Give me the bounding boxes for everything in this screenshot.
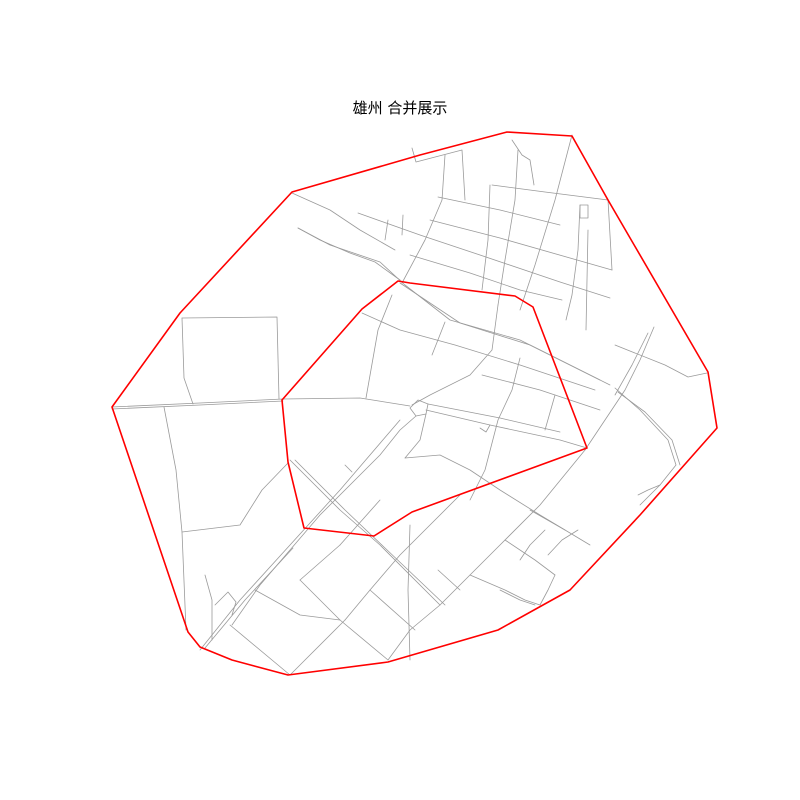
boundary-layer [111,131,718,676]
road-segment [411,304,499,406]
road-segment [181,316,280,400]
road-segment [254,589,389,661]
road-segment [399,282,611,386]
road-segment [437,196,561,226]
road-segment [384,219,389,241]
map-title: 雄州 合并展示 [352,99,448,117]
road-segment [407,524,411,661]
road-segment [181,317,194,405]
road-segment [204,574,213,641]
road-segment [497,149,519,306]
road-segment [511,139,535,186]
road-segment [544,394,556,431]
road-segment [614,344,708,378]
road-segment [499,589,536,606]
road-segment [344,494,461,621]
road-segment [519,529,546,561]
road-segment [357,212,611,299]
road-segment [539,574,556,606]
road-segment [469,574,541,606]
road-segment [365,294,393,399]
road-segment [344,464,353,473]
road-segment [547,529,579,556]
road-segment [339,499,381,546]
road-segment [404,454,566,531]
road-segment [289,619,346,676]
inner-boundary [281,280,588,537]
road-segment [427,403,561,433]
road-segment [614,332,649,396]
road-segment [163,406,187,631]
road-segment [431,321,446,356]
road-segment [411,147,466,201]
road-segment [437,569,461,591]
road-segment [369,589,416,631]
road-segment [299,544,341,581]
road-segment [409,254,563,301]
road-segment [299,579,341,621]
road-segment [617,391,681,466]
road-segment [481,184,491,291]
road-segment [401,214,404,236]
road-segment [289,459,441,606]
road-segment [479,424,491,433]
road-segment [579,204,589,219]
road-segment [111,400,284,410]
road-segment [231,415,417,626]
road-segment [297,227,601,381]
road-segment [429,219,613,271]
road-segment [565,204,581,321]
road-segment [614,387,677,506]
road-segment [204,547,294,649]
road-segment [294,459,446,606]
road-segment [529,509,591,546]
road-segment [481,374,601,411]
road-segment [181,462,289,533]
outer-boundary [111,131,718,676]
road-segment [291,192,396,251]
road-segment [425,409,588,449]
road-segment [401,154,446,284]
road-segment [491,184,613,271]
road-segment [387,449,586,661]
road-segment [469,357,521,501]
road-segment [409,399,429,417]
road-segment [585,229,589,331]
road-segment [504,539,556,576]
road-segment [404,413,427,459]
road-segment [214,591,237,616]
road-segment [111,397,411,408]
road-segment [361,312,596,391]
road-segment [199,419,401,651]
road-segment [229,624,291,676]
road-segment [584,326,655,451]
road-segment [637,484,661,496]
road-segment [519,134,573,311]
road-network [111,134,708,676]
